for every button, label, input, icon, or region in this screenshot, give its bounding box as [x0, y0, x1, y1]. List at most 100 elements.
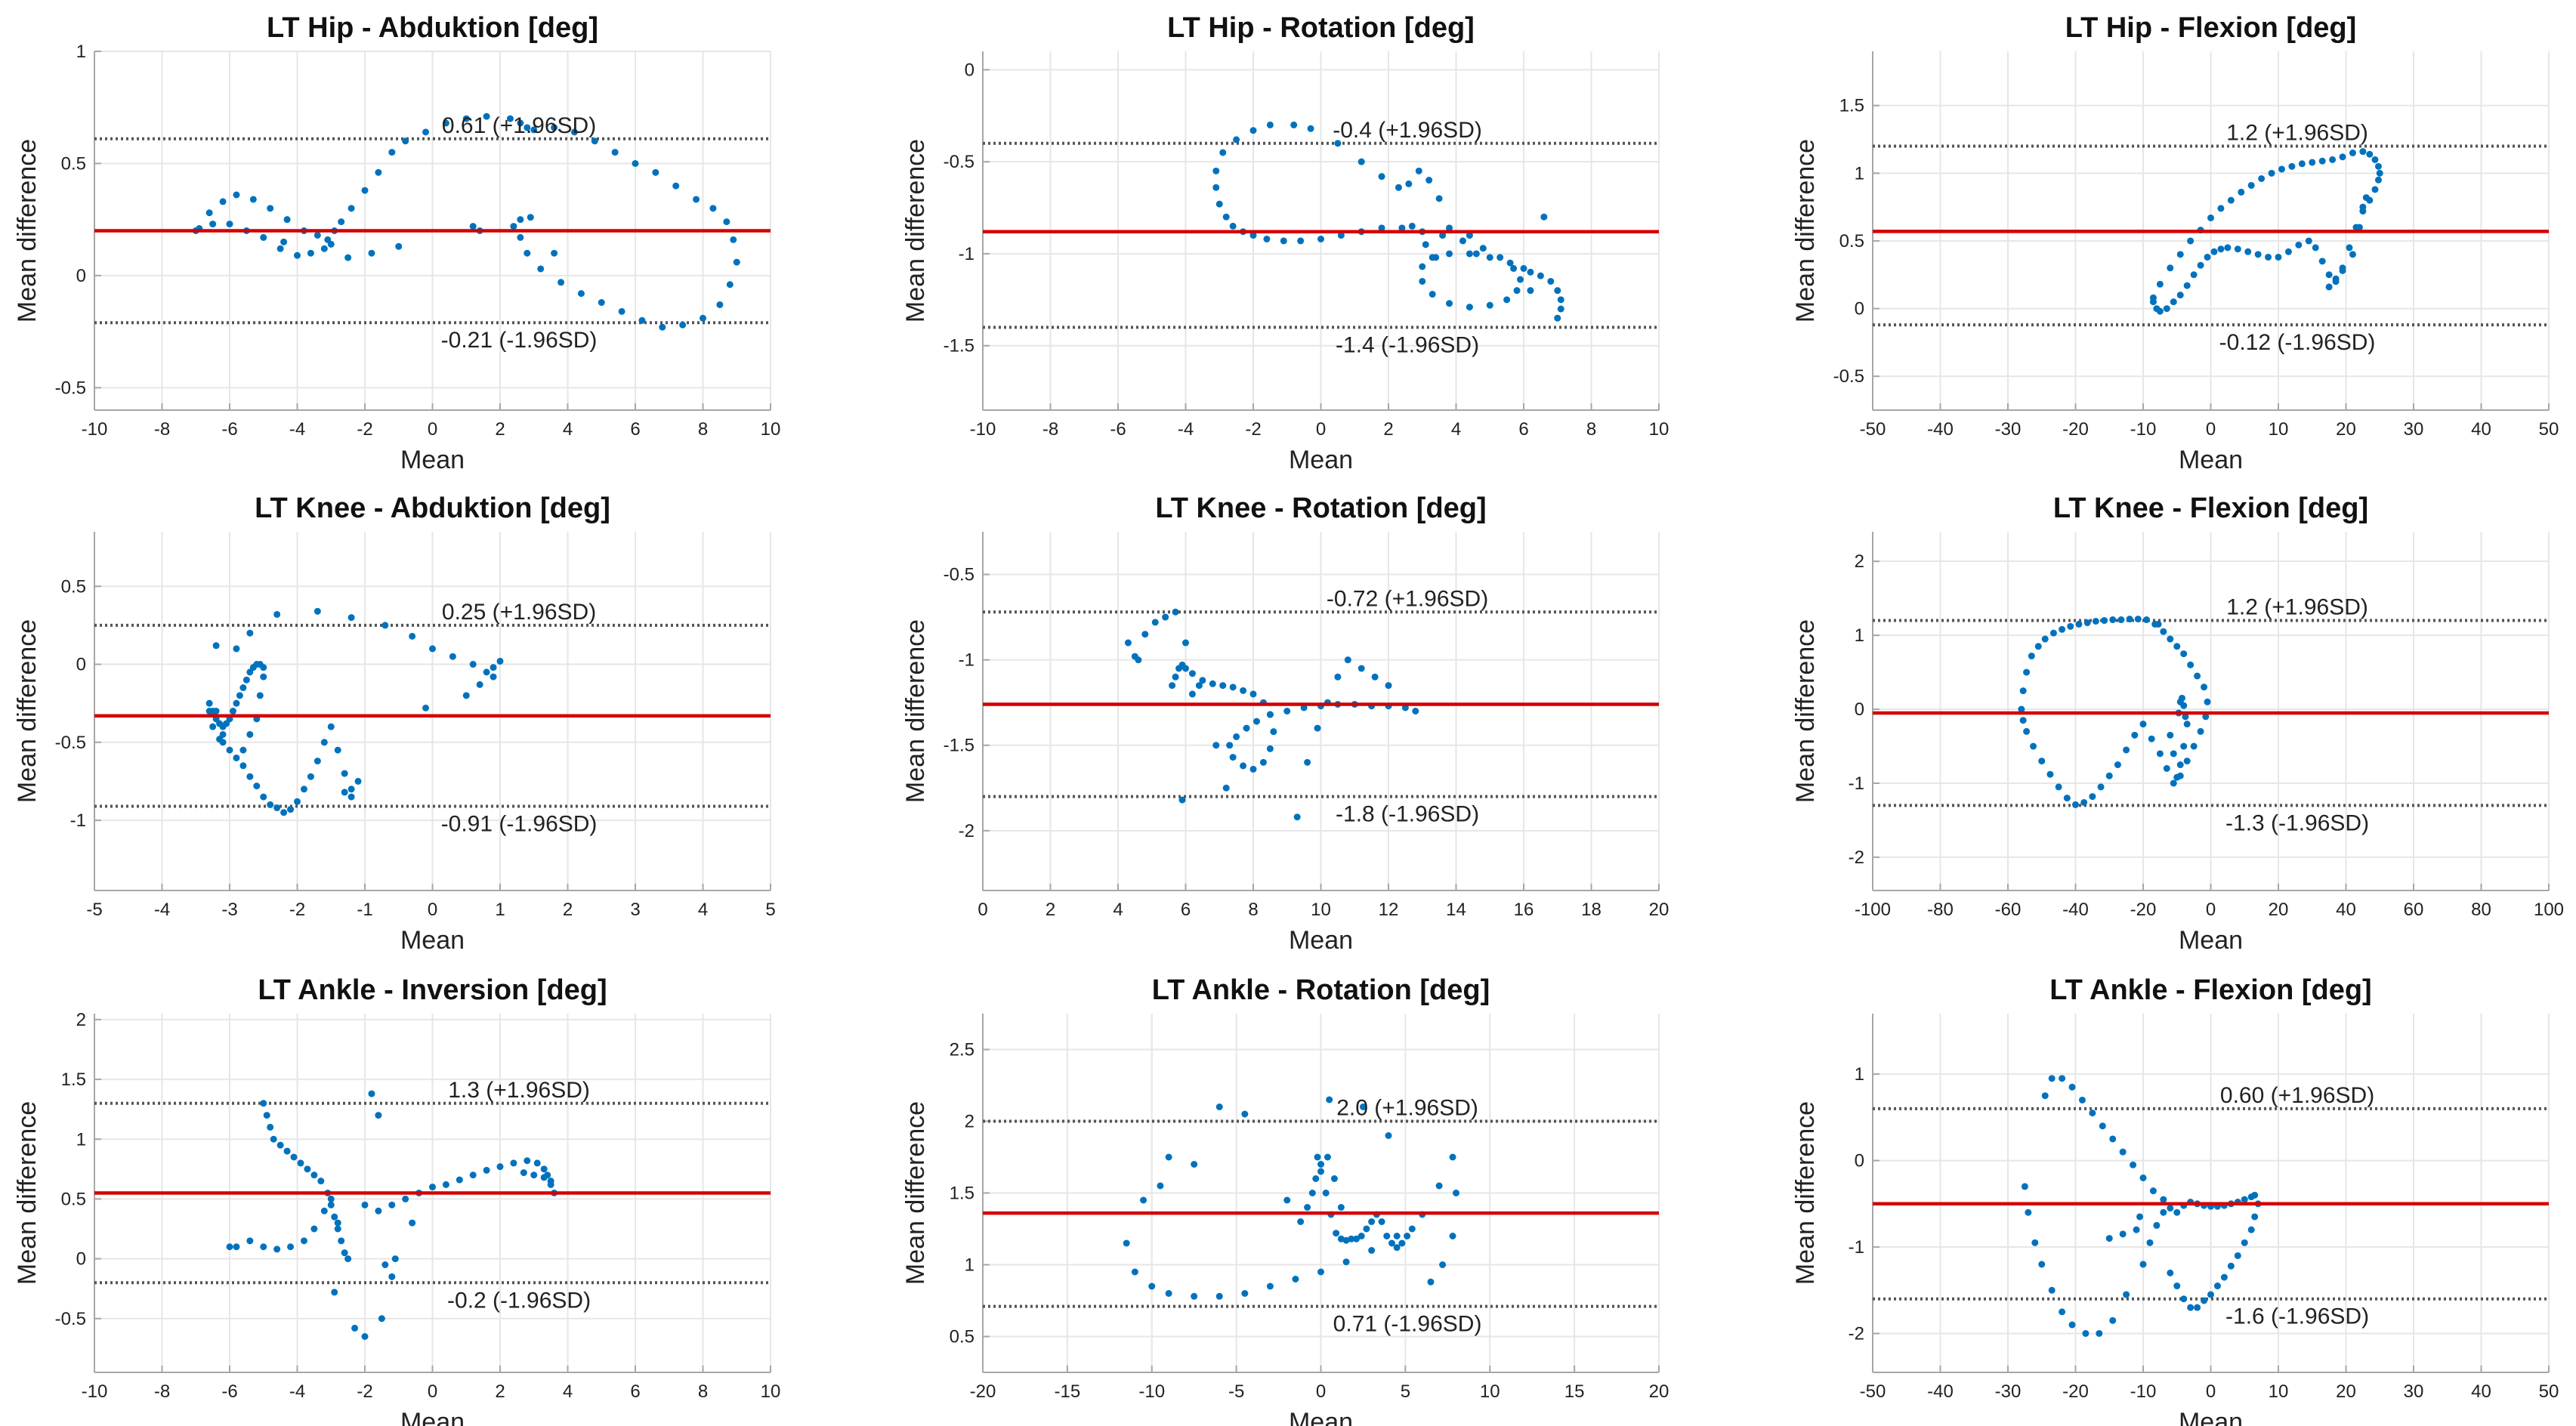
data-point — [1229, 222, 1237, 230]
data-point — [1209, 680, 1216, 687]
data-point — [2251, 1213, 2259, 1221]
data-point — [733, 258, 740, 266]
data-point — [2329, 156, 2337, 163]
data-point — [2201, 684, 2208, 691]
data-point — [524, 1157, 531, 1165]
data-point — [242, 676, 250, 684]
data-point — [1195, 682, 1203, 690]
data-point — [263, 1112, 270, 1119]
data-point — [533, 1159, 541, 1167]
data-point — [294, 798, 301, 805]
x-tick-label: 4 — [698, 900, 708, 920]
x-tick-label: -10 — [82, 1381, 108, 1402]
data-point — [2109, 1135, 2117, 1143]
y-axis-label: Mean difference — [1791, 1101, 1820, 1285]
data-point — [395, 242, 403, 250]
data-point — [449, 653, 456, 660]
x-tick-label: 10 — [2269, 419, 2289, 440]
data-point — [1378, 1218, 1385, 1225]
y-tick-label: 0.5 — [1839, 231, 1864, 252]
data-point — [273, 1245, 281, 1253]
x-tick-label: 2 — [495, 419, 505, 440]
y-axis-label: Mean difference — [901, 619, 930, 803]
data-point — [341, 770, 348, 777]
data-point — [361, 187, 369, 194]
data-point — [1249, 690, 1257, 698]
lower-limit-label: -1.4 (-1.96SD) — [1336, 332, 1479, 357]
x-tick-label: 20 — [2336, 419, 2356, 440]
data-point — [709, 205, 717, 212]
x-tick-label: 6 — [630, 419, 640, 440]
data-point — [2153, 1221, 2161, 1229]
data-point — [496, 657, 504, 665]
data-point — [1540, 213, 1548, 221]
data-point — [280, 238, 288, 245]
x-tick-label: -30 — [1995, 419, 2022, 440]
data-point — [1357, 158, 1365, 165]
data-point — [700, 314, 706, 322]
x-tick-label: 30 — [2404, 419, 2424, 440]
y-tick-label: 0.5 — [61, 576, 86, 597]
y-tick-label: 0 — [1855, 299, 1864, 319]
data-point — [540, 1174, 548, 1181]
data-point — [1439, 232, 1447, 239]
x-tick-label: 0 — [2206, 419, 2216, 440]
x-tick-label: 20 — [1649, 900, 1669, 920]
data-point — [280, 809, 288, 816]
x-tick-label: -100 — [1855, 900, 1891, 920]
x-tick-label: -6 — [1110, 419, 1126, 440]
x-axis-label: Mean — [400, 1408, 465, 1426]
y-tick-label: 1.5 — [61, 1070, 86, 1090]
y-axis-label: Mean difference — [1791, 619, 1820, 803]
data-point — [276, 245, 284, 252]
data-point — [1401, 704, 1409, 711]
data-point — [1222, 213, 1230, 221]
data-point — [2041, 1092, 2049, 1100]
data-point — [2160, 628, 2167, 635]
data-point — [2059, 625, 2066, 633]
data-point — [1446, 250, 1453, 258]
data-point — [2156, 280, 2164, 288]
x-tick-label: 5 — [765, 900, 775, 920]
data-point — [2075, 620, 2083, 628]
data-point — [2197, 727, 2204, 735]
x-tick-label: -10 — [1138, 1381, 1165, 1402]
data-point — [2194, 1304, 2201, 1311]
x-tick-label: -4 — [154, 900, 170, 920]
data-point — [361, 1201, 369, 1208]
data-point — [2247, 1226, 2255, 1233]
data-point — [1435, 195, 1443, 202]
data-point — [314, 607, 321, 615]
x-tick-label: 4 — [1451, 419, 1461, 440]
data-point — [2244, 248, 2252, 255]
data-point — [2059, 1075, 2066, 1082]
lower-limit-label: -0.21 (-1.96SD) — [441, 328, 598, 353]
data-point — [1240, 762, 1247, 770]
chart-panel: -100 -80 -60 -40 -20 0 20 40 60 80 100 -2 -1 0 1 2 LT Kn… — [1791, 492, 2564, 955]
y-axis-label: Mean difference — [13, 619, 42, 803]
data-point — [506, 115, 514, 122]
data-point — [236, 692, 243, 699]
data-point — [1307, 125, 1314, 132]
data-point — [1330, 1175, 1338, 1182]
data-point — [409, 1219, 416, 1227]
y-tick-label: 2 — [1855, 551, 1864, 572]
data-point — [1398, 1239, 1406, 1247]
data-point — [253, 782, 261, 790]
data-point — [1496, 254, 1504, 261]
data-point — [267, 205, 274, 212]
data-point — [1252, 718, 1260, 725]
data-point — [267, 1123, 274, 1131]
data-point — [2048, 1286, 2056, 1294]
y-tick-label: 0 — [76, 266, 86, 286]
data-point — [672, 182, 680, 190]
upper-limit-label: 0.61 (+1.96SD) — [442, 113, 596, 138]
x-tick-label: 20 — [2336, 1381, 2356, 1402]
data-point — [1527, 268, 1534, 276]
data-point — [2018, 705, 2025, 713]
data-point — [1368, 1247, 1376, 1254]
data-point — [1357, 1233, 1365, 1239]
data-point — [1393, 1233, 1401, 1239]
data-point — [632, 159, 639, 167]
